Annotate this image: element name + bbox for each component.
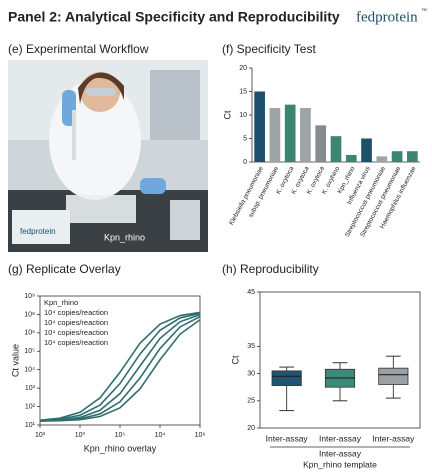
y-tick-label: 45: [247, 289, 255, 296]
photo: [8, 60, 208, 252]
x-tick-label: Inter-assay: [319, 433, 362, 443]
y-tick-label: 30: [247, 370, 255, 377]
legend-label: 10⁴ copies/reaction: [44, 308, 108, 317]
bar: [269, 107, 281, 162]
x-tick-label: 10³: [35, 432, 46, 439]
legend-label: 10⁴ copies/reaction: [44, 338, 108, 347]
y-tick-label: 5: [243, 135, 247, 142]
x-axis-label: Inter-assay: [319, 448, 362, 458]
y-tick-label: 10²: [25, 403, 36, 410]
x-axis-label: Kpn_rhino overlay: [84, 443, 157, 453]
logo: fedprotein: [356, 9, 418, 25]
panel-title: (g) Replicate Overlay: [8, 262, 121, 276]
y-tick-label: 10⁸: [24, 311, 35, 318]
y-tick-label: 35: [247, 343, 255, 350]
bar: [315, 125, 327, 162]
legend-label: 10⁴ copies/reaction: [44, 318, 108, 327]
panel-title: (e) Experimental Workflow: [8, 42, 149, 56]
y-axis-label: Ct: [222, 110, 232, 119]
box: [378, 367, 409, 385]
y-tick-label: 25: [247, 398, 255, 405]
bar: [345, 154, 357, 162]
tube-label: Kpn_rhino: [104, 232, 145, 242]
bar: [254, 91, 265, 162]
bar: [300, 107, 311, 162]
y-tick-label: 10¹: [25, 422, 36, 429]
bar: [361, 138, 372, 162]
legend-label: Kpn_rhino: [44, 298, 78, 307]
legend-label: 10⁴ copies/reaction: [44, 328, 108, 337]
bar: [330, 136, 342, 162]
bar: [284, 104, 296, 162]
page-title: Panel 2: Analytical Specificity and Repr…: [8, 9, 340, 25]
series-line: [39, 319, 201, 422]
series-line: [39, 311, 201, 422]
y-axis-label: Ct: [230, 355, 240, 364]
y-tick-label: 10⁹: [24, 293, 35, 300]
y-tick-label: 10: [239, 112, 247, 119]
y-tick-label: 15: [239, 88, 247, 95]
bar: [376, 156, 388, 162]
box-label: fedprotein: [20, 227, 56, 236]
panel-title: (f) Specificity Test: [222, 42, 316, 56]
x-tick-label: 10⁶: [195, 432, 206, 439]
y-tick-label: 10³: [25, 385, 36, 392]
y-tick-label: 20: [247, 425, 255, 432]
series-line: [39, 312, 201, 422]
x-axis-sublabel: Kpn_rhino template: [303, 459, 377, 469]
y-axis-label: Ct value: [10, 344, 20, 377]
x-tick-label: Inter-assay: [372, 433, 415, 443]
logo-mark: ™: [421, 8, 427, 15]
y-tick-label: 10⁶: [24, 330, 35, 337]
bar: [391, 151, 403, 162]
panel-title: (h) Reproducibility: [222, 262, 319, 276]
x-tick-label: 10⁴: [155, 432, 166, 439]
x-tick-label: Inter-assay: [266, 433, 309, 443]
y-tick-label: 20: [239, 65, 247, 72]
x-tick-label: 10⁵: [115, 432, 126, 439]
box: [271, 370, 302, 386]
x-tick-label: 10⁰: [75, 431, 86, 439]
bar: [407, 151, 418, 162]
y-tick-label: 10⁴: [24, 367, 35, 374]
y-tick-label: 10⁵: [24, 348, 35, 355]
y-tick-label: 0: [243, 159, 247, 166]
plot-frame: [259, 291, 421, 429]
